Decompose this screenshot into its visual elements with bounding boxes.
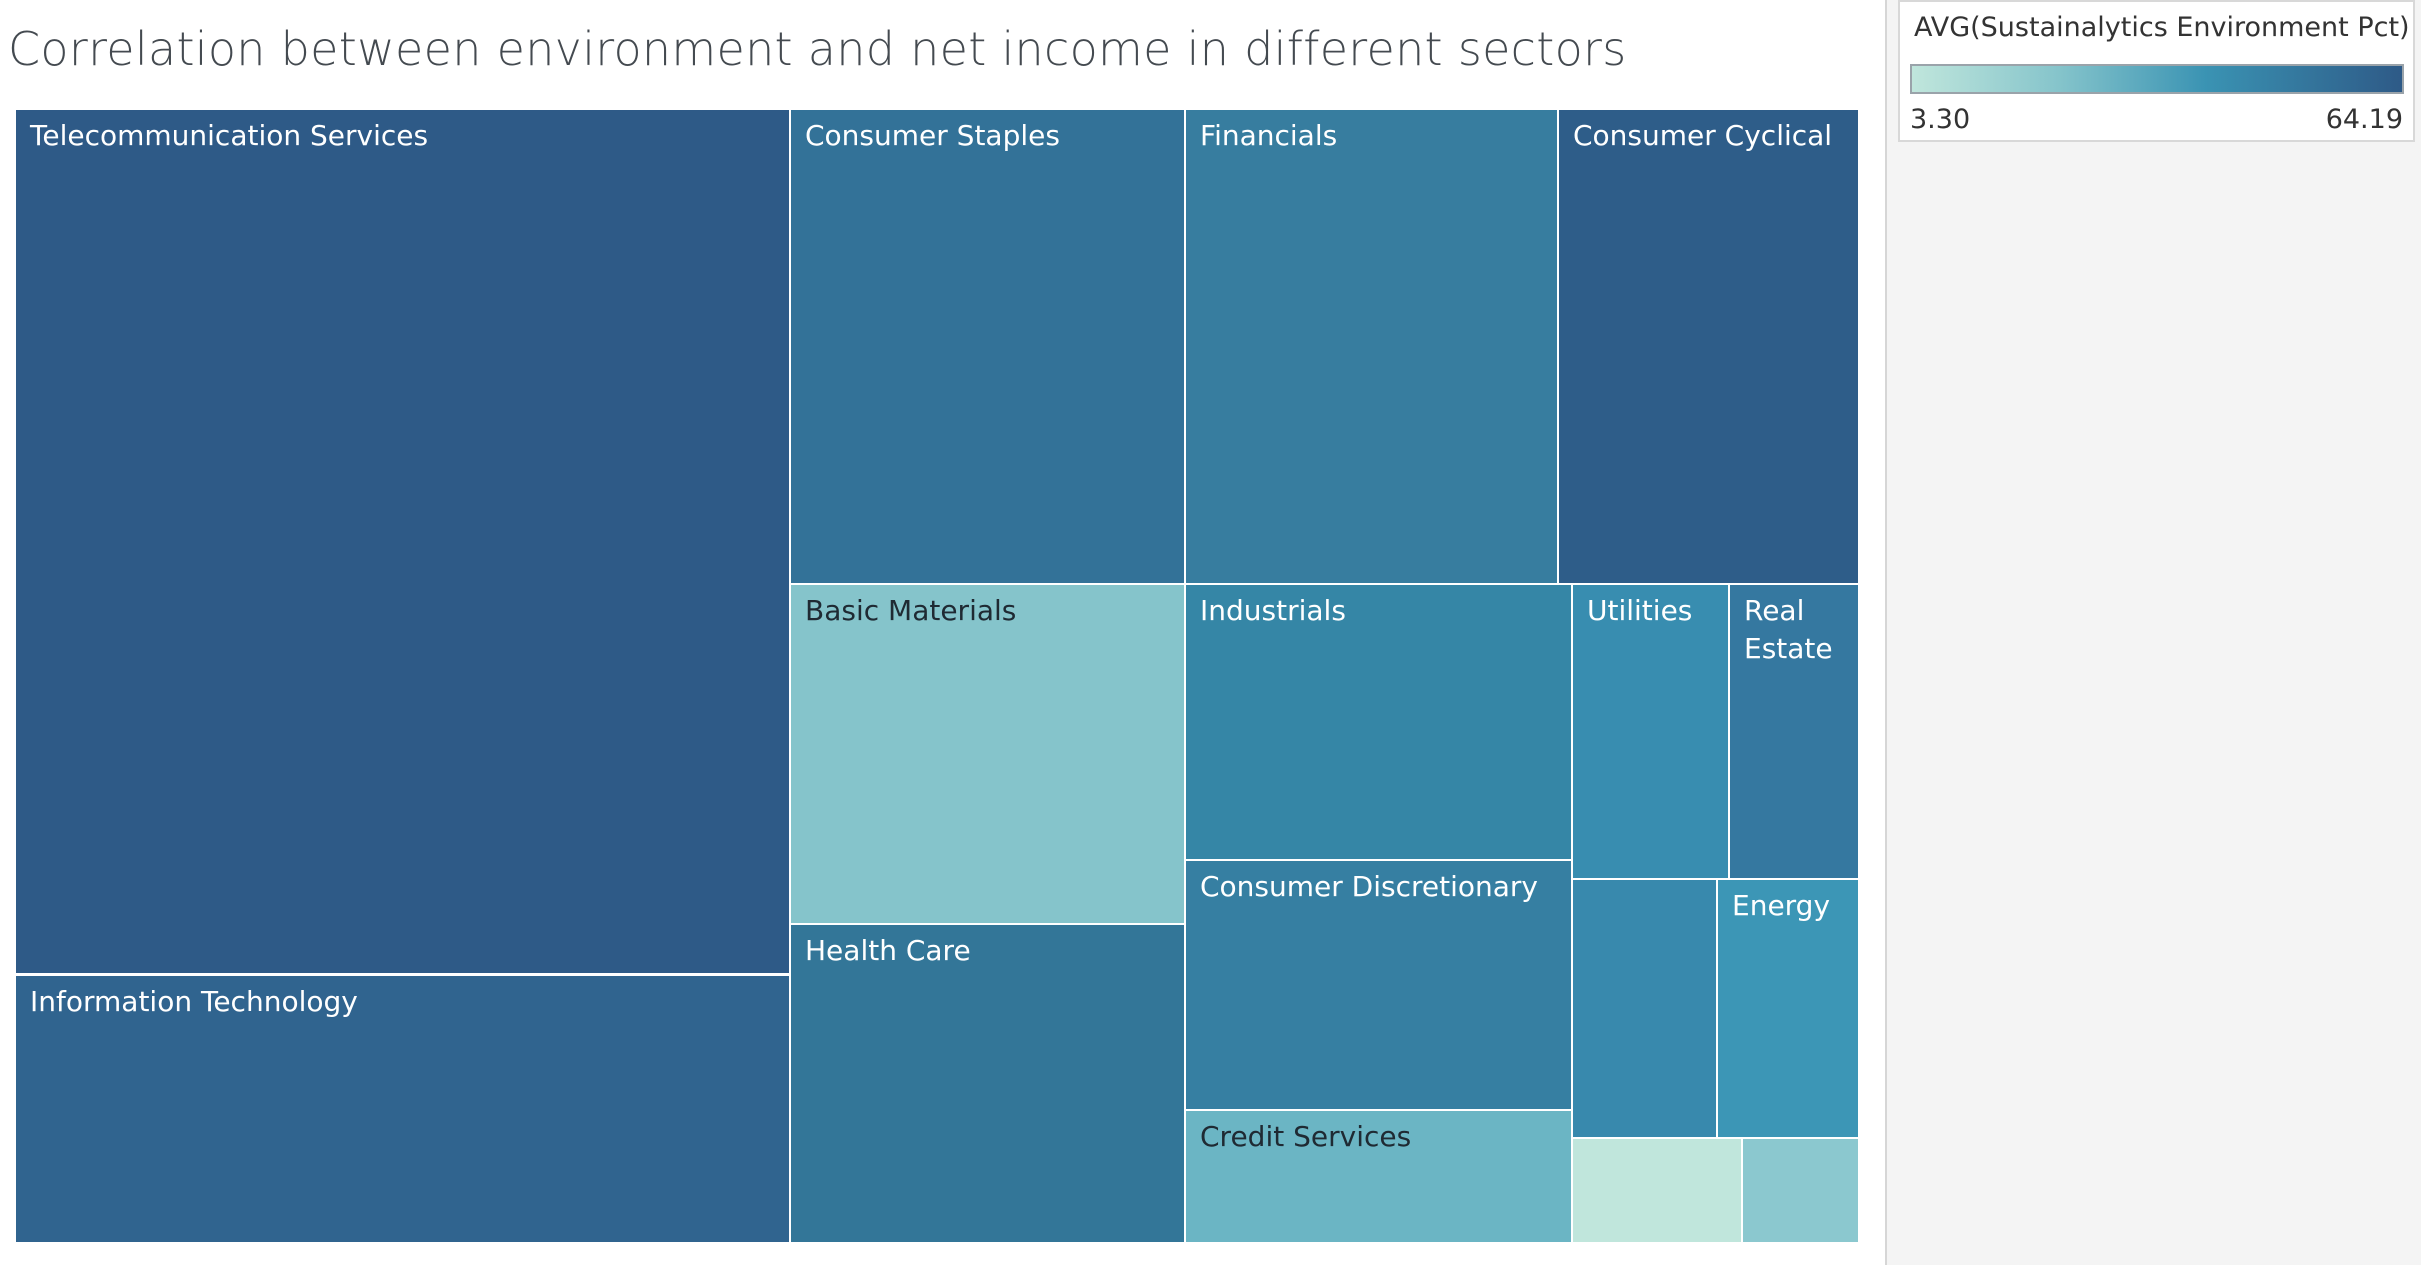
tile-unlabeled-16[interactable]: [1741, 1137, 1860, 1244]
legend-color-ramp: [1910, 64, 2404, 94]
tile-label-energy: Energy: [1732, 889, 1830, 922]
legend-max-label: 64.19: [2325, 104, 2403, 135]
tile-label-real-estate: Real Estate: [1744, 594, 1833, 665]
tile-unlabeled-15[interactable]: [1571, 1137, 1743, 1244]
tile-label-consumer-discretionary: Consumer Discretionary: [1200, 870, 1538, 903]
tile-label-utilities: Utilities: [1587, 594, 1692, 627]
tile-telecommunication-services[interactable]: [14, 108, 791, 975]
tile-real-estate[interactable]: [1728, 583, 1860, 880]
tile-label-basic-materials: Basic Materials: [805, 594, 1016, 627]
legend-title: AVG(Sustainalytics Environment Pct): [1914, 12, 2410, 43]
tile-label-telecommunication-services: Telecommunication Services: [29, 119, 428, 152]
treemap-chart: Telecommunication Services Information Te…: [14, 108, 1860, 1244]
tile-label-consumer-cyclical: Consumer Cyclical: [1573, 119, 1832, 152]
tile-basic-materials[interactable]: [789, 583, 1186, 925]
chart-title: Correlation between environment and net …: [8, 22, 1627, 76]
tile-consumer-cyclical[interactable]: [1557, 108, 1860, 585]
tile-consumer-discretionary[interactable]: [1184, 859, 1573, 1111]
tile-financials[interactable]: [1184, 108, 1559, 585]
legend-min-label: 3.30: [1910, 104, 1971, 135]
tile-information-technology[interactable]: [14, 974, 791, 1244]
tile-label-consumer-staples: Consumer Staples: [805, 119, 1060, 152]
tile-label-health-care: Health Care: [805, 934, 971, 967]
color-legend: AVG(Sustainalytics Environment Pct) 3.30…: [1898, 0, 2415, 142]
tile-utilities[interactable]: [1571, 583, 1730, 880]
tile-label-financials: Financials: [1200, 119, 1337, 152]
tile-consumer-staples[interactable]: [789, 108, 1186, 585]
side-panel: [1885, 0, 2421, 1265]
tile-label-credit-services: Credit Services: [1200, 1120, 1411, 1153]
tile-label-industrials: Industrials: [1200, 594, 1346, 627]
tile-unlabeled-13[interactable]: [1571, 878, 1718, 1139]
tile-credit-services[interactable]: [1184, 1109, 1573, 1244]
tile-health-care[interactable]: [789, 923, 1186, 1244]
tile-label-information-technology: Information Technology: [30, 985, 358, 1018]
tile-industrials[interactable]: [1184, 583, 1573, 861]
